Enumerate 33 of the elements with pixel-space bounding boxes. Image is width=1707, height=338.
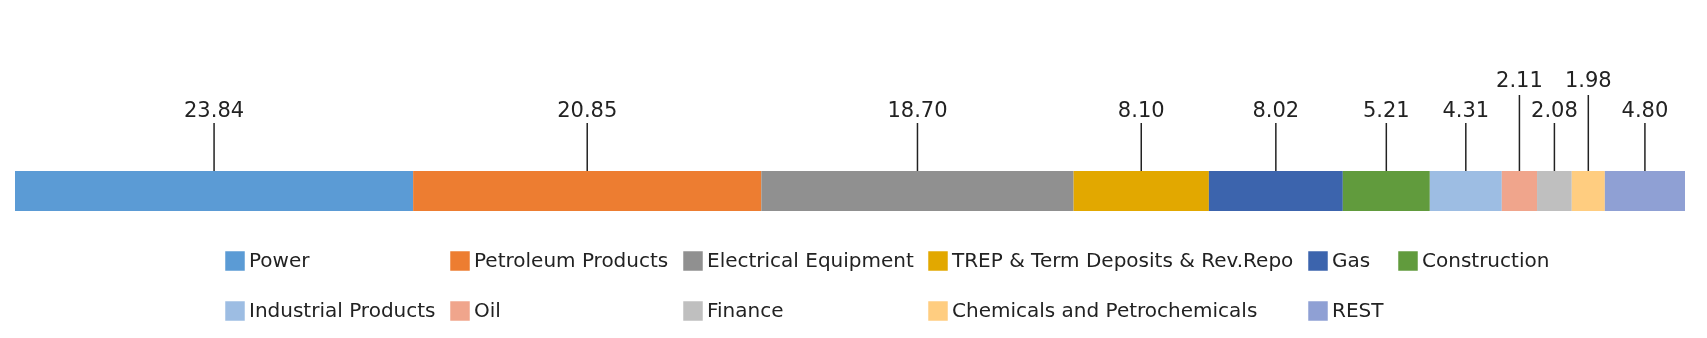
legend-label: Petroleum Products [474, 248, 669, 272]
bar [1073, 171, 1209, 211]
data-label: 1.98 [1564, 68, 1612, 92]
data-label: 23.84 [184, 98, 245, 122]
legend-label: Electrical Equipment [707, 248, 914, 272]
data-label: 8.10 [1117, 98, 1165, 122]
data-label: 2.11 [1496, 68, 1543, 92]
data-label: 20.85 [557, 98, 618, 122]
legend-label: Industrial Products [249, 298, 436, 322]
bar [1571, 171, 1605, 211]
legend-label: Power [249, 248, 311, 272]
bar [1604, 171, 1685, 211]
data-label: 5.21 [1362, 98, 1410, 122]
legend-label: Finance [707, 298, 784, 322]
data-label: 8.02 [1252, 98, 1300, 122]
bar [413, 171, 762, 211]
bar [1342, 171, 1430, 211]
legend-label: Oil [474, 298, 501, 322]
bar [761, 171, 1074, 211]
legend-label: Gas [1332, 248, 1371, 272]
data-label: 4.80 [1621, 98, 1669, 122]
bar [1501, 171, 1538, 211]
bar [1208, 171, 1343, 211]
data-label: 2.08 [1531, 98, 1578, 122]
data-label: 18.70 [887, 98, 948, 122]
bar [1537, 171, 1572, 211]
bar [1429, 171, 1502, 211]
legend-label: Chemicals and Petrochemicals [952, 298, 1258, 322]
legend-label: Construction [1422, 248, 1550, 272]
bar [15, 171, 414, 211]
data-label: 4.31 [1442, 98, 1490, 122]
legend-label: TREP & Term Deposits & Rev.Repo [951, 248, 1294, 272]
legend-label: REST [1332, 298, 1385, 322]
